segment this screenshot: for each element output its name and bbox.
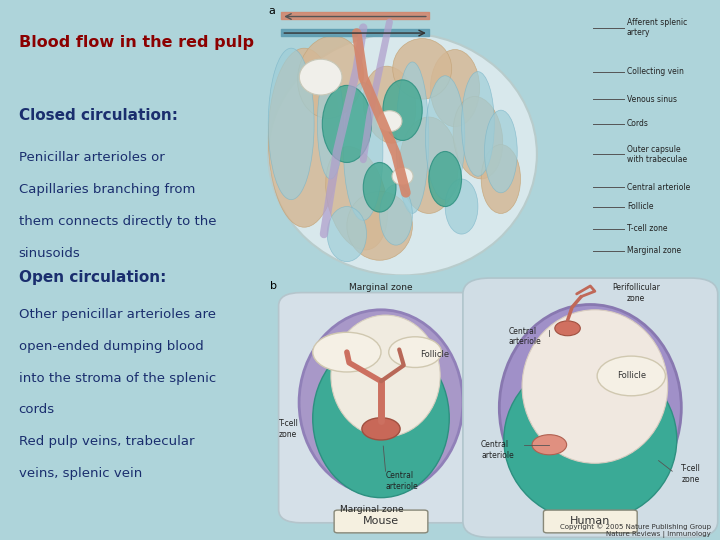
Text: Capillaries branching from: Capillaries branching from [19, 183, 195, 196]
FancyBboxPatch shape [334, 510, 428, 533]
Ellipse shape [504, 357, 677, 522]
Ellipse shape [312, 339, 449, 498]
Ellipse shape [392, 38, 451, 99]
Text: T-cell zone: T-cell zone [627, 224, 667, 233]
Text: Venous sinus: Venous sinus [627, 94, 677, 104]
Text: into the stroma of the splenic: into the stroma of the splenic [19, 372, 216, 384]
Circle shape [555, 321, 580, 336]
Ellipse shape [426, 76, 465, 200]
Text: Central
arteriole: Central arteriole [481, 440, 514, 460]
Text: Marginal zone: Marginal zone [349, 284, 413, 292]
Text: Closed circulation:: Closed circulation: [19, 108, 178, 123]
Text: T-cell
zone: T-cell zone [279, 419, 299, 438]
Text: b: b [269, 281, 276, 291]
Circle shape [362, 418, 400, 440]
Text: Marginal zone: Marginal zone [627, 246, 681, 255]
Text: T-cell
zone: T-cell zone [681, 464, 701, 483]
Text: Mouse: Mouse [363, 516, 399, 526]
Text: sinusoids: sinusoids [19, 247, 81, 260]
Text: a: a [269, 5, 275, 16]
Circle shape [532, 435, 567, 455]
Circle shape [377, 111, 402, 132]
Text: Central
arteriole: Central arteriole [385, 471, 418, 491]
Text: Central arteriole: Central arteriole [627, 183, 690, 192]
Ellipse shape [383, 80, 422, 140]
Ellipse shape [269, 33, 537, 275]
Ellipse shape [323, 85, 372, 163]
FancyBboxPatch shape [463, 278, 718, 537]
Ellipse shape [396, 62, 429, 213]
Circle shape [389, 337, 441, 368]
Text: Marginal zone: Marginal zone [340, 504, 404, 514]
Ellipse shape [429, 151, 462, 206]
Text: veins, splenic vein: veins, splenic vein [19, 467, 142, 480]
Text: Perifollicular
zone: Perifollicular zone [612, 284, 660, 303]
Text: Follicle: Follicle [420, 350, 449, 359]
Text: Collecting vein: Collecting vein [627, 67, 684, 76]
Text: Red pulp veins, trabecular: Red pulp veins, trabecular [19, 435, 194, 448]
FancyBboxPatch shape [279, 293, 483, 523]
Text: Follicle: Follicle [617, 372, 646, 381]
Ellipse shape [485, 110, 517, 193]
Ellipse shape [299, 310, 463, 495]
Ellipse shape [522, 310, 667, 463]
Text: Blood flow in the red pulp: Blood flow in the red pulp [19, 35, 253, 50]
Circle shape [312, 332, 381, 372]
Text: Penicillar arterioles or: Penicillar arterioles or [19, 151, 164, 164]
Text: Afferent splenic
artery: Afferent splenic artery [627, 18, 687, 37]
Circle shape [300, 59, 342, 95]
Ellipse shape [327, 206, 366, 261]
Text: Human: Human [570, 516, 611, 526]
Ellipse shape [453, 97, 503, 179]
Text: open-ended dumping blood: open-ended dumping blood [19, 340, 203, 353]
Ellipse shape [331, 315, 440, 437]
Text: Cords: Cords [627, 119, 649, 129]
Text: them connects directly to the: them connects directly to the [19, 215, 216, 228]
Ellipse shape [297, 36, 364, 118]
Ellipse shape [318, 69, 343, 179]
Text: Follicle: Follicle [627, 202, 654, 211]
Ellipse shape [325, 146, 387, 250]
Ellipse shape [499, 305, 681, 511]
Ellipse shape [364, 163, 396, 212]
Ellipse shape [400, 117, 458, 213]
Ellipse shape [347, 191, 413, 260]
Text: cords: cords [19, 403, 55, 416]
Text: Outer capsule
with trabeculae: Outer capsule with trabeculae [627, 145, 687, 164]
Ellipse shape [431, 50, 480, 127]
Ellipse shape [481, 145, 521, 213]
Ellipse shape [445, 179, 478, 234]
Circle shape [392, 167, 413, 185]
Text: Open circulation:: Open circulation: [19, 270, 166, 285]
Text: Other penicillar arterioles are: Other penicillar arterioles are [19, 308, 215, 321]
Ellipse shape [379, 185, 413, 245]
Ellipse shape [462, 72, 495, 176]
Ellipse shape [363, 66, 416, 143]
Ellipse shape [269, 48, 314, 200]
Text: Copyright © 2005 Nature Publishing Group
Nature Reviews | Immunology: Copyright © 2005 Nature Publishing Group… [560, 523, 711, 538]
Ellipse shape [269, 48, 341, 227]
Text: Central
arteriole: Central arteriole [508, 327, 541, 346]
Ellipse shape [343, 83, 383, 220]
Circle shape [597, 356, 665, 396]
FancyBboxPatch shape [544, 510, 637, 533]
